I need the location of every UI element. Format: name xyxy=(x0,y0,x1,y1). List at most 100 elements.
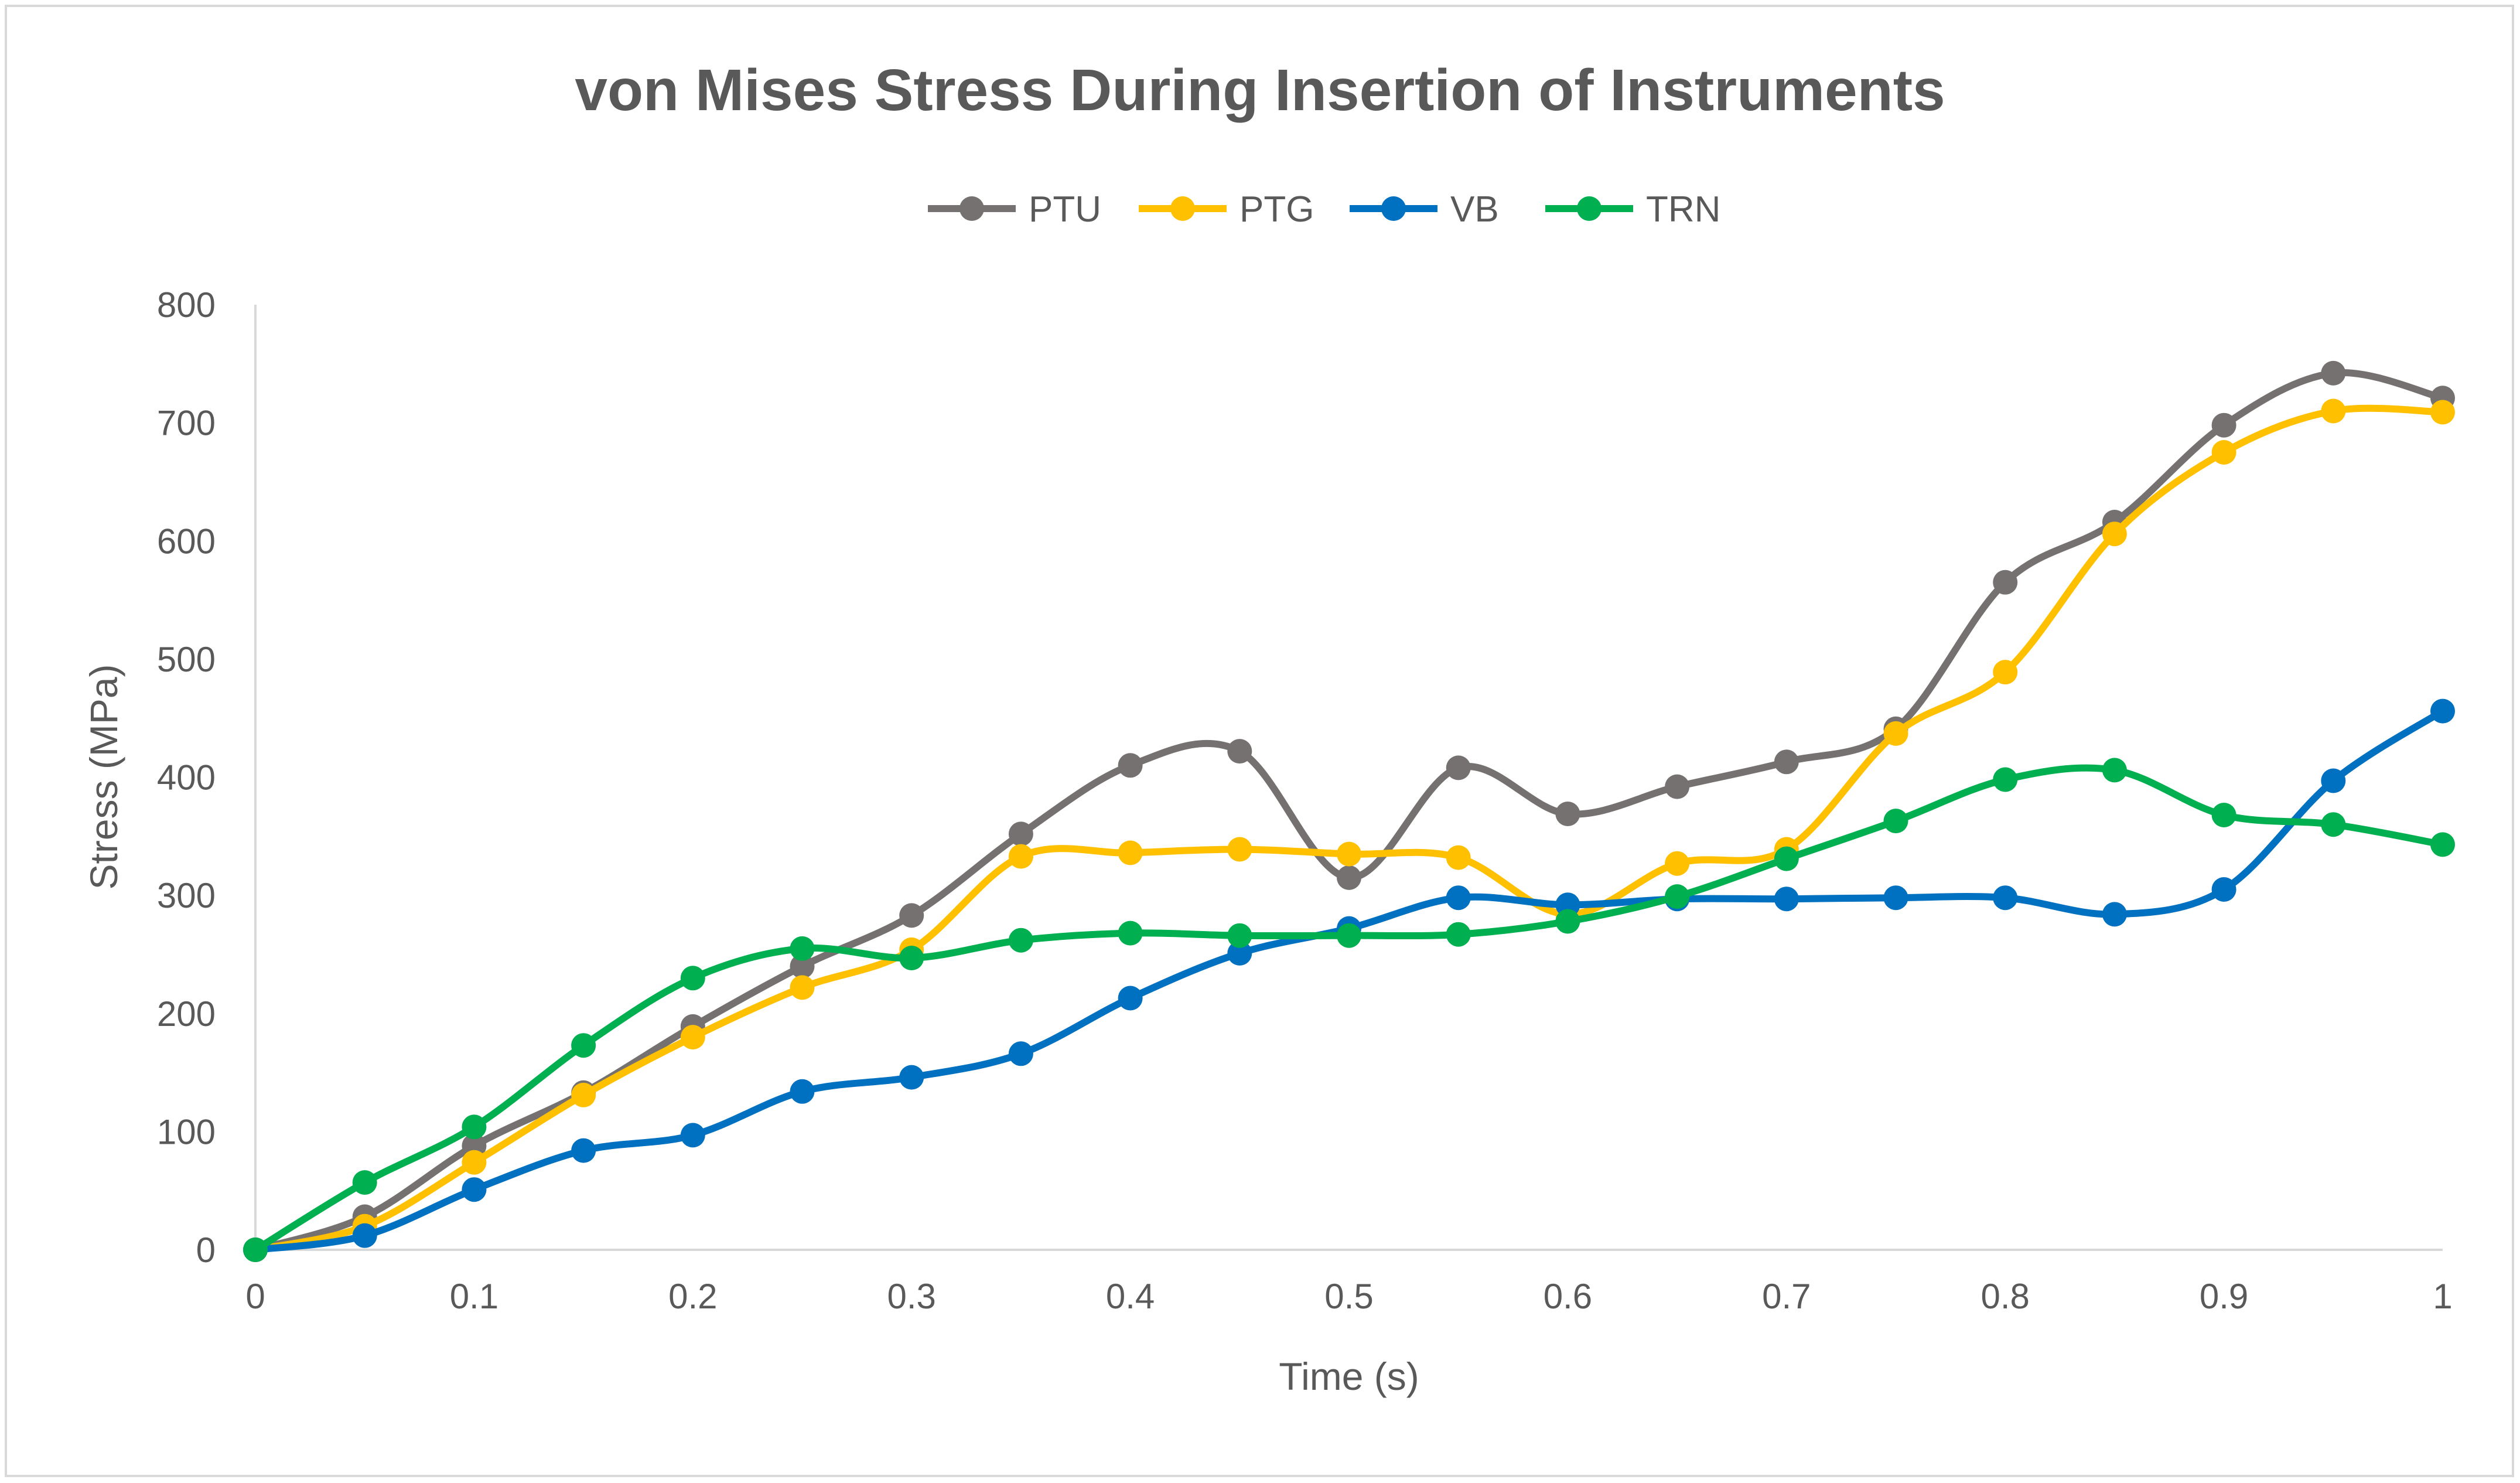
y-tick-label: 300 xyxy=(157,876,216,915)
data-point-ptg xyxy=(1118,840,1143,865)
y-tick-label: 400 xyxy=(157,758,216,797)
legend-item-trn: TRN xyxy=(1545,189,1720,230)
y-tick-label: 700 xyxy=(157,404,216,443)
data-point-trn xyxy=(1774,846,1799,871)
legend-label-ptg: PTG xyxy=(1239,189,1314,230)
data-point-trn xyxy=(462,1114,487,1140)
data-point-vb xyxy=(1227,940,1252,966)
legend-item-ptu: PTU xyxy=(928,189,1101,230)
y-tick-label: 500 xyxy=(157,640,216,679)
y-tick-label: 200 xyxy=(157,994,216,1034)
data-point-vb xyxy=(1118,986,1143,1011)
data-point-vb xyxy=(680,1123,705,1148)
data-point-ptg xyxy=(2211,440,2236,465)
data-point-ptg xyxy=(571,1082,596,1107)
data-point-ptg xyxy=(2430,400,2455,425)
series-ptu xyxy=(243,360,2455,1262)
x-tick-label: 0.2 xyxy=(668,1277,717,1316)
data-point-trn xyxy=(1118,921,1143,946)
data-point-ptu xyxy=(1446,755,1471,780)
chart-title: von Mises Stress During Insertion of Ins… xyxy=(575,57,1945,123)
legend-label-ptu: PTU xyxy=(1029,189,1101,230)
data-point-trn xyxy=(2102,758,2127,783)
legend-marker-trn xyxy=(1577,196,1602,221)
data-point-ptu xyxy=(1337,865,1361,890)
series-ptg xyxy=(243,398,2455,1262)
data-point-trn xyxy=(1337,923,1361,948)
data-point-vb xyxy=(2211,877,2236,902)
data-point-ptu xyxy=(1227,739,1252,764)
data-point-trn xyxy=(2211,803,2236,827)
data-point-ptu xyxy=(1555,802,1580,826)
series-line-ptu xyxy=(252,369,2446,1253)
x-tick-label: 0.7 xyxy=(1762,1277,1811,1316)
data-point-trn xyxy=(790,936,815,961)
data-point-trn xyxy=(1665,884,1690,909)
legend-label-vb: VB xyxy=(1450,189,1499,230)
y-tick-label: 100 xyxy=(157,1112,216,1151)
data-point-trn xyxy=(1555,909,1580,934)
data-point-ptg xyxy=(1008,844,1033,869)
axes xyxy=(254,305,2443,1251)
data-point-ptg xyxy=(1227,837,1252,862)
data-point-ptg xyxy=(2321,398,2346,424)
data-point-ptu xyxy=(790,954,815,979)
x-tick-labels: 0 0.1 0.2 0.3 0.4 0.5 0.6 0.7 0.8 0.9 1 xyxy=(245,1277,2452,1316)
data-point-ptg xyxy=(1665,851,1690,876)
x-tick-label: 0.4 xyxy=(1106,1277,1155,1316)
series-vb xyxy=(243,698,2455,1262)
data-point-vb xyxy=(2321,768,2346,793)
data-point-ptg xyxy=(1883,721,1908,746)
data-point-vb xyxy=(1446,885,1471,911)
data-point-vb xyxy=(899,1065,924,1090)
data-point-vb xyxy=(2430,698,2455,724)
data-point-ptg xyxy=(1993,660,2018,685)
legend-item-ptg: PTG xyxy=(1139,189,1314,230)
data-point-ptu xyxy=(1774,749,1799,775)
y-tick-label: 800 xyxy=(157,285,216,325)
data-point-trn xyxy=(1008,928,1033,953)
data-point-ptg xyxy=(680,1025,705,1050)
data-point-ptg xyxy=(790,975,815,1000)
data-point-trn xyxy=(899,946,924,970)
data-point-ptg xyxy=(2102,521,2127,547)
x-tick-label: 0.3 xyxy=(887,1277,935,1316)
series-group xyxy=(243,360,2455,1262)
data-point-trn xyxy=(2430,832,2455,857)
data-point-ptu xyxy=(1008,821,1033,847)
data-point-vb xyxy=(2102,902,2127,927)
data-point-trn xyxy=(1227,923,1252,948)
data-point-vb xyxy=(1008,1041,1033,1066)
series-trn xyxy=(243,758,2455,1262)
legend-marker-ptu xyxy=(959,196,984,221)
data-point-ptu xyxy=(2321,360,2346,386)
series-line-vb xyxy=(252,707,2446,1253)
data-point-trn xyxy=(2321,812,2346,837)
x-tick-label: 0.5 xyxy=(1324,1277,1373,1316)
x-tick-label: 0.6 xyxy=(1544,1277,1592,1316)
x-tick-label: 0.9 xyxy=(2200,1277,2248,1316)
data-point-trn xyxy=(680,966,705,991)
data-point-trn xyxy=(1446,922,1471,947)
legend-marker-vb xyxy=(1381,196,1406,221)
series-line-trn xyxy=(252,764,2446,1253)
data-point-ptg xyxy=(462,1150,487,1175)
y-axis-label: Stress (MPa) xyxy=(82,664,125,889)
data-point-ptu xyxy=(1665,774,1690,799)
legend-label-trn: TRN xyxy=(1646,189,1720,230)
y-tick-labels: 0 100 200 300 400 500 600 700 800 xyxy=(157,285,216,1270)
x-tick-label: 1 xyxy=(2433,1277,2452,1316)
x-tick-label: 0 xyxy=(245,1277,265,1316)
data-point-vb xyxy=(1774,887,1799,912)
data-point-ptu xyxy=(899,903,924,928)
data-point-ptu xyxy=(1993,570,2018,595)
data-point-ptu xyxy=(2211,412,2236,438)
legend-item-vb: VB xyxy=(1350,189,1499,230)
legend: PTU PTG VB TRN xyxy=(928,189,1720,230)
data-point-vb xyxy=(1883,885,1908,911)
y-tick-label: 0 xyxy=(196,1230,216,1270)
data-point-vb xyxy=(571,1138,596,1163)
data-point-trn xyxy=(243,1237,268,1262)
data-point-ptg xyxy=(1446,845,1471,870)
